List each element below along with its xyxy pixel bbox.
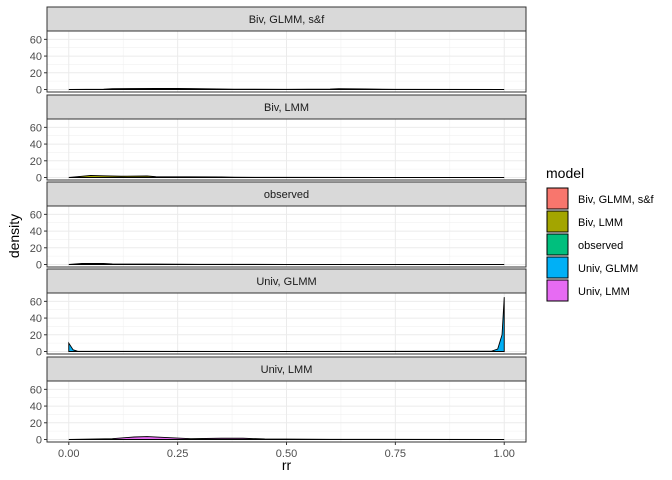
legend-label: observed [578, 240, 623, 252]
x-tick-label: 0.75 [385, 448, 406, 460]
y-tick-label: 40 [30, 401, 42, 413]
legend-label: Biv, LMM [578, 217, 623, 229]
y-tick-label: 0 [36, 434, 42, 446]
facet-panel: Univ, GLMM [46, 268, 527, 355]
legend-title: model [546, 165, 584, 181]
density-area [68, 263, 505, 265]
y-tick-label: 40 [30, 313, 42, 325]
legend-label: Univ, GLMM [578, 263, 638, 275]
panel-border [46, 118, 527, 181]
y-tick-label: 20 [30, 330, 42, 342]
x-axis-title: rr [282, 457, 292, 473]
density-area [68, 174, 505, 178]
facet-strip-label: Biv, GLMM, s&f [249, 14, 326, 26]
legend-key [546, 210, 569, 233]
y-tick-label: 0 [36, 259, 42, 271]
panel-border [46, 205, 527, 268]
x-tick-label: 0.00 [58, 448, 79, 460]
y-tick-label: 60 [30, 122, 42, 134]
y-tick-label: 40 [30, 226, 42, 238]
y-tick-label: 60 [30, 34, 42, 46]
facet-panel: Univ, LMM [46, 356, 527, 443]
y-tick-label: 20 [30, 68, 42, 80]
x-tick-label: 0.50 [276, 448, 297, 460]
facet-strip [46, 181, 527, 207]
y-tick-label: 40 [30, 51, 42, 63]
y-tick-label: 60 [30, 296, 42, 308]
y-tick-label: 60 [30, 384, 42, 396]
legend: model Biv, GLMM, s&f Biv, LMM observed Univ,… [546, 165, 655, 302]
y-tick-label: 0 [36, 84, 42, 96]
x-tick-label: 0.25 [167, 448, 188, 460]
axes: 0 20 40 60 0 20 40 60 0 20 40 60 0 20 40 60 0 20 40 60 0.00 0… [6, 34, 515, 473]
facet-strip [46, 94, 527, 120]
facet-panel: observed [46, 181, 527, 268]
legend-key [546, 279, 569, 302]
facet-strip-label: observed [264, 189, 309, 201]
facet-strip-label: Biv, LMM [264, 102, 309, 114]
x-tick-label: 1.00 [494, 448, 515, 460]
panel-border [46, 292, 527, 355]
density-area [68, 297, 505, 352]
legend-key [546, 256, 569, 279]
y-tick-label: 20 [30, 156, 42, 168]
facet-strip [46, 6, 527, 32]
y-tick-label: 60 [30, 209, 42, 221]
facet-strip-label: Univ, LMM [261, 364, 313, 376]
facet-panels: Biv, GLMM, s&f Biv, LMM observed Univ, GLMM… [46, 6, 527, 443]
y-tick-label: 40 [30, 139, 42, 151]
density-area [68, 88, 505, 90]
facet-panel: Biv, GLMM, s&f [46, 6, 527, 93]
y-tick-label: 20 [30, 243, 42, 255]
facet-strip-label: Univ, GLMM [256, 276, 316, 288]
panel-border [46, 30, 527, 93]
legend-label: Biv, GLMM, s&f [578, 194, 655, 206]
legend-key [546, 233, 569, 256]
y-axis-title: density [6, 214, 22, 258]
facet-panel: Biv, LMM [46, 94, 527, 181]
legend-label: Univ, LMM [578, 286, 630, 298]
facet-strip [46, 268, 527, 294]
density-area [68, 436, 505, 440]
y-tick-label: 0 [36, 346, 42, 358]
y-tick-label: 20 [30, 418, 42, 430]
y-tick-label: 0 [36, 172, 42, 184]
facet-strip [46, 356, 527, 382]
legend-key [546, 187, 569, 210]
